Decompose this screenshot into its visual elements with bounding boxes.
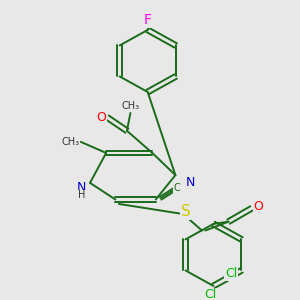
Text: N: N xyxy=(186,176,195,189)
Text: F: F xyxy=(144,13,152,27)
Text: S: S xyxy=(181,204,190,219)
Text: O: O xyxy=(97,111,106,124)
Text: C: C xyxy=(173,183,180,194)
Text: Cl: Cl xyxy=(225,267,237,280)
Text: N: N xyxy=(77,181,87,194)
Text: CH₃: CH₃ xyxy=(61,137,80,147)
Text: O: O xyxy=(254,200,263,213)
Text: Cl: Cl xyxy=(204,288,216,300)
Text: H: H xyxy=(78,190,85,200)
Text: CH₃: CH₃ xyxy=(121,101,140,111)
